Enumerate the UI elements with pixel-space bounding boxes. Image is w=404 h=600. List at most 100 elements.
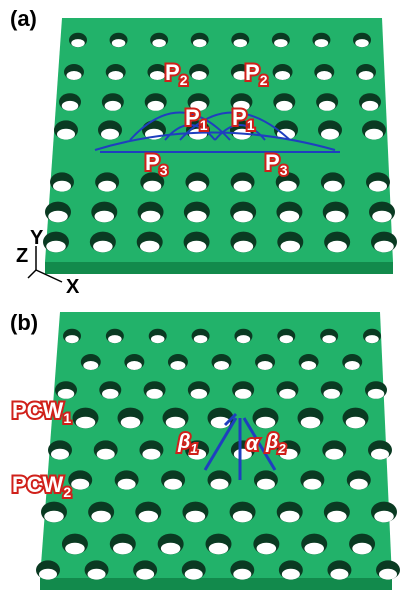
hole-bottom bbox=[136, 569, 154, 580]
hole-bottom bbox=[170, 361, 185, 370]
hole-bottom bbox=[362, 101, 379, 111]
hole-bottom bbox=[304, 543, 324, 555]
hole-bottom bbox=[150, 71, 165, 80]
hole-bottom bbox=[365, 335, 379, 343]
hole-bottom bbox=[53, 181, 71, 192]
hole-bottom bbox=[95, 211, 115, 223]
hole-bottom bbox=[330, 569, 348, 580]
hole-bottom bbox=[65, 543, 85, 555]
axis-label: Y bbox=[30, 227, 44, 249]
hole-bottom bbox=[93, 241, 113, 253]
hole-bottom bbox=[350, 479, 368, 490]
hole-bottom bbox=[301, 361, 316, 370]
hole-bottom bbox=[105, 101, 122, 111]
hole-bottom bbox=[143, 181, 161, 192]
hole-bottom bbox=[91, 511, 111, 523]
hole-bottom bbox=[71, 39, 85, 47]
hole-bottom bbox=[234, 39, 248, 47]
hole-bottom bbox=[303, 479, 321, 490]
hole-bottom bbox=[39, 569, 57, 580]
hole-bottom bbox=[67, 71, 82, 80]
hole-bottom bbox=[326, 211, 346, 223]
hole-bottom bbox=[346, 417, 366, 429]
hole-bottom bbox=[257, 479, 275, 490]
hole-bottom bbox=[146, 389, 163, 399]
hole-bottom bbox=[365, 129, 383, 140]
hole-bottom bbox=[151, 335, 165, 343]
hole-bottom bbox=[194, 335, 208, 343]
hole-bottom bbox=[48, 211, 68, 223]
hole-bottom bbox=[374, 511, 394, 523]
hole-bottom bbox=[108, 335, 122, 343]
hole-bottom bbox=[324, 181, 342, 192]
hole-bottom bbox=[188, 181, 206, 192]
hole-bottom bbox=[97, 449, 115, 460]
hole-bottom bbox=[234, 181, 252, 192]
hole-bottom bbox=[118, 479, 136, 490]
hole-bottom bbox=[322, 335, 336, 343]
figure: (a) (b) P2 P2 P1 P1 P3 P3 Z Y X PCW1 PCW… bbox=[0, 0, 404, 600]
waveguide-label: PCW2 bbox=[12, 472, 71, 500]
hole-bottom bbox=[321, 129, 339, 140]
hole-bottom bbox=[280, 211, 300, 223]
hole-bottom bbox=[51, 449, 69, 460]
hole-bottom bbox=[369, 181, 387, 192]
hole-bottom bbox=[147, 101, 164, 111]
hole-bottom bbox=[139, 511, 159, 523]
hole-bottom bbox=[323, 389, 340, 399]
angle-label: α bbox=[246, 433, 260, 455]
hole-bottom bbox=[379, 569, 397, 580]
hole-bottom bbox=[102, 389, 119, 399]
hole-bottom bbox=[88, 569, 106, 580]
hole-bottom bbox=[235, 389, 252, 399]
hole-bottom bbox=[276, 101, 293, 111]
hole-bottom bbox=[76, 417, 96, 429]
hole-bottom bbox=[237, 335, 251, 343]
hole-bottom bbox=[71, 479, 89, 490]
hole-bottom bbox=[327, 241, 347, 253]
axis-label: Z bbox=[16, 245, 28, 267]
hole-bottom bbox=[368, 389, 385, 399]
hole-bottom bbox=[319, 101, 336, 111]
hole-bottom bbox=[275, 71, 290, 80]
hole-bottom bbox=[127, 361, 142, 370]
hole-bottom bbox=[191, 389, 208, 399]
hole-bottom bbox=[258, 361, 273, 370]
hole-bottom bbox=[152, 39, 166, 47]
hole-bottom bbox=[209, 543, 229, 555]
panel-label: (b) bbox=[10, 310, 38, 335]
hole-bottom bbox=[257, 543, 277, 555]
hole-bottom bbox=[372, 211, 392, 223]
hole-bottom bbox=[359, 71, 374, 80]
panel-label: (a) bbox=[10, 6, 37, 31]
hole-bottom bbox=[46, 241, 66, 253]
hole-bottom bbox=[214, 361, 229, 370]
hole-bottom bbox=[83, 361, 98, 370]
hole-bottom bbox=[141, 211, 161, 223]
hole-bottom bbox=[193, 39, 207, 47]
hole-bottom bbox=[274, 39, 288, 47]
hole-bottom bbox=[233, 569, 251, 580]
hole-bottom bbox=[371, 449, 389, 460]
hole-bottom bbox=[315, 39, 329, 47]
hole-bottom bbox=[121, 417, 141, 429]
hole-bottom bbox=[166, 417, 186, 429]
hole-bottom bbox=[112, 39, 126, 47]
hole-bottom bbox=[164, 479, 182, 490]
hole-bottom bbox=[186, 511, 206, 523]
hole-bottom bbox=[234, 241, 254, 253]
hole-bottom bbox=[142, 449, 160, 460]
hole-bottom bbox=[140, 241, 160, 253]
hole-bottom bbox=[317, 71, 332, 80]
hole-bottom bbox=[301, 417, 321, 429]
hole-bottom bbox=[355, 39, 369, 47]
hole-bottom bbox=[192, 71, 207, 80]
hole-bottom bbox=[279, 181, 297, 192]
hole-bottom bbox=[108, 71, 123, 80]
hole-bottom bbox=[352, 543, 372, 555]
hole-bottom bbox=[44, 511, 64, 523]
hole-bottom bbox=[98, 181, 116, 192]
hole-bottom bbox=[233, 211, 253, 223]
hole-bottom bbox=[345, 361, 360, 370]
hole-bottom bbox=[187, 211, 207, 223]
